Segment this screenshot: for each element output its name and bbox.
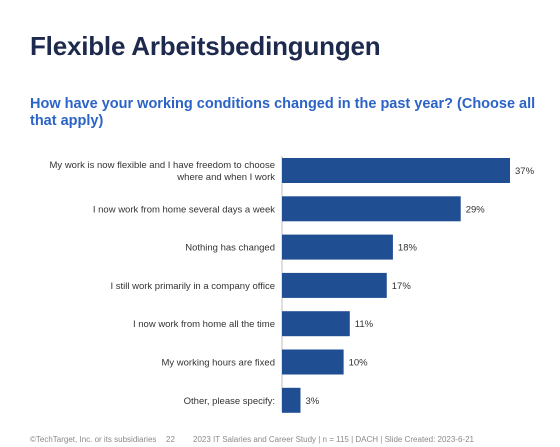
- bar-2: [282, 196, 461, 222]
- bar-5: [282, 311, 350, 337]
- data-label-4: 17%: [392, 281, 412, 292]
- category-label-7: Other, please specify:: [184, 396, 275, 407]
- data-label-6: 10%: [349, 358, 369, 369]
- bar-7: [282, 387, 301, 413]
- bar-1: [282, 158, 510, 183]
- category-label-5: I now work from home all the time: [133, 319, 275, 330]
- data-label-1: 37%: [515, 166, 535, 177]
- survey-question: How have your working conditions changed…: [30, 96, 536, 129]
- category-label-6: My working hours are fixed: [161, 358, 275, 369]
- footer-copyright: ©TechTarget, Inc. or its subsidiaries: [30, 435, 157, 444]
- category-label-1: My work is now flexible and I have freed…: [50, 160, 276, 183]
- category-label-2: I now work from home several days a week: [93, 204, 275, 215]
- bar-4: [282, 272, 387, 298]
- slide-title: Flexible Arbeitsbedingungen: [30, 31, 381, 61]
- data-label-3: 18%: [398, 243, 418, 254]
- category-label-4: I still work primarily in a company offi…: [110, 281, 275, 292]
- category-label-3: Nothing has changed: [185, 243, 275, 254]
- bar-chart: 37% My work is now flexible and I have fr…: [50, 156, 535, 413]
- footer-study-info: 2023 IT Salaries and Career Study | n = …: [193, 435, 474, 444]
- data-label-5: 11%: [355, 319, 374, 330]
- data-label-7: 3%: [305, 396, 319, 407]
- footer-page-number: 22: [166, 435, 175, 444]
- data-label-2: 29%: [466, 204, 486, 215]
- bar-6: [282, 349, 344, 375]
- bar-3: [282, 234, 393, 260]
